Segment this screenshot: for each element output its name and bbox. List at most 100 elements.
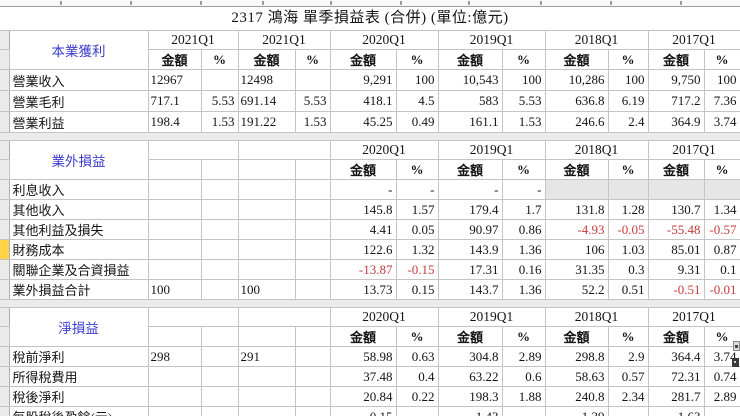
row-gutter	[0, 30, 10, 50]
row-gutter	[0, 259, 10, 280]
value-cell: 191.22	[237, 111, 296, 133]
value-cell: 130.7	[647, 199, 705, 220]
value-cell: 12498	[237, 69, 296, 91]
value-cell: 298.8	[544, 346, 609, 367]
value-cell: 198.3	[437, 386, 503, 407]
value-cell	[294, 386, 331, 407]
value-cell: 0.74	[703, 366, 740, 387]
value-cell: -	[501, 179, 546, 200]
value-cell	[200, 366, 239, 387]
value-cell: 100	[501, 69, 546, 91]
value-cell: 1.28	[607, 199, 649, 220]
value-cell	[294, 239, 331, 260]
value-cell: 6.19	[607, 90, 649, 112]
value-cell: 0.51	[607, 279, 649, 300]
value-cell: 0.6	[501, 366, 546, 387]
value-cell: 198.4	[147, 111, 202, 133]
value-cell: 143.7	[437, 279, 503, 300]
clipped-cell-mark	[262, 1, 264, 5]
value-cell: 12967	[147, 69, 202, 91]
amount-header: 金額	[237, 49, 296, 70]
value-cell: -0.15	[395, 259, 439, 280]
value-cell	[294, 259, 331, 280]
amount-header: 金額	[544, 49, 609, 70]
value-cell: 31.35	[544, 259, 609, 280]
value-cell	[237, 259, 296, 280]
amount-header: 金額	[647, 159, 705, 180]
percent-header: %	[294, 49, 331, 70]
value-cell: 0.1	[703, 259, 740, 280]
value-cell: 72.31	[647, 366, 705, 387]
clipped-cell-mark	[330, 1, 332, 5]
row-gutter	[0, 219, 10, 240]
value-cell: 5.53	[200, 90, 239, 112]
value-cell: 1.43	[437, 406, 503, 416]
value-cell: 1.03	[607, 239, 649, 260]
value-cell: 4.41	[329, 219, 397, 240]
value-cell: 0.22	[395, 386, 439, 407]
value-cell: 691.14	[237, 90, 296, 112]
value-cell: 1.39	[544, 406, 609, 416]
value-cell: 0.57	[607, 366, 649, 387]
row-label: 所得稅費用	[8, 366, 149, 387]
value-cell	[200, 199, 239, 220]
value-cell: 1.53	[200, 111, 239, 133]
value-cell	[237, 406, 296, 416]
value-cell	[147, 179, 202, 200]
window-handle-icon[interactable]	[732, 358, 739, 367]
value-cell: 106	[544, 239, 609, 260]
row-gutter	[0, 90, 10, 112]
page-title: 2317 鴻海 單季損益表 (合併) (單位:億元)	[0, 7, 740, 30]
row-gutter	[0, 346, 10, 367]
value-cell	[237, 219, 296, 240]
value-cell: -	[329, 179, 397, 200]
amount-header: 金額	[437, 49, 503, 70]
section-title: 本業獲利	[8, 30, 149, 70]
year-header: 2017Q1	[647, 30, 740, 50]
value-cell: 1.36	[501, 279, 546, 300]
amount-header: 金額	[437, 326, 503, 347]
value-cell: 1.63	[647, 406, 705, 416]
year-header	[147, 140, 239, 160]
percent-header	[294, 326, 331, 347]
row-gutter	[0, 111, 10, 133]
value-cell	[294, 179, 331, 200]
value-cell: 9,291	[329, 69, 397, 91]
scrollbar-fragment-icon[interactable]	[733, 341, 740, 351]
table-row: 所得稅費用 37.48 0.4 63.22 0.6 58.63 0.57 72.31 0.74	[0, 366, 740, 387]
value-cell: 161.1	[437, 111, 503, 133]
clipped-cell-mark	[680, 1, 682, 5]
value-cell: 100	[703, 69, 740, 91]
value-cell: 1.88	[501, 386, 546, 407]
value-cell: 100	[147, 279, 202, 300]
value-cell: 17.31	[437, 259, 503, 280]
row-gutter	[0, 279, 10, 300]
value-cell	[237, 179, 296, 200]
clipped-cell-mark	[200, 1, 202, 5]
row-label: 財務成本	[8, 239, 149, 260]
percent-header	[200, 159, 239, 180]
amount-header: 金額	[647, 326, 705, 347]
value-cell: 240.8	[544, 386, 609, 407]
value-cell: 63.22	[437, 366, 503, 387]
row-gutter	[0, 179, 10, 200]
amount-header	[237, 159, 296, 180]
value-cell: 5.53	[501, 90, 546, 112]
value-cell: 0.63	[395, 346, 439, 367]
amount-header: 金額	[329, 159, 397, 180]
row-gutter	[0, 386, 10, 407]
amount-header	[147, 159, 202, 180]
value-cell	[237, 386, 296, 407]
table-row: 稅後淨利 20.84 0.22 198.3 1.88 240.8 2.34 281.7 2.89	[0, 386, 740, 407]
percent-header: %	[703, 159, 740, 180]
value-cell: 2.89	[703, 386, 740, 407]
value-cell: -4.93	[544, 219, 609, 240]
value-cell: 4.5	[395, 90, 439, 112]
value-cell	[703, 179, 740, 200]
value-cell: 364.9	[647, 111, 705, 133]
percent-header: %	[395, 49, 439, 70]
table-row: 業外損益合計 100 100 13.73 0.15 143.7 1.36 52.2 0.51 -0…	[0, 279, 740, 300]
amount-header: 金額	[329, 326, 397, 347]
value-cell	[147, 239, 202, 260]
